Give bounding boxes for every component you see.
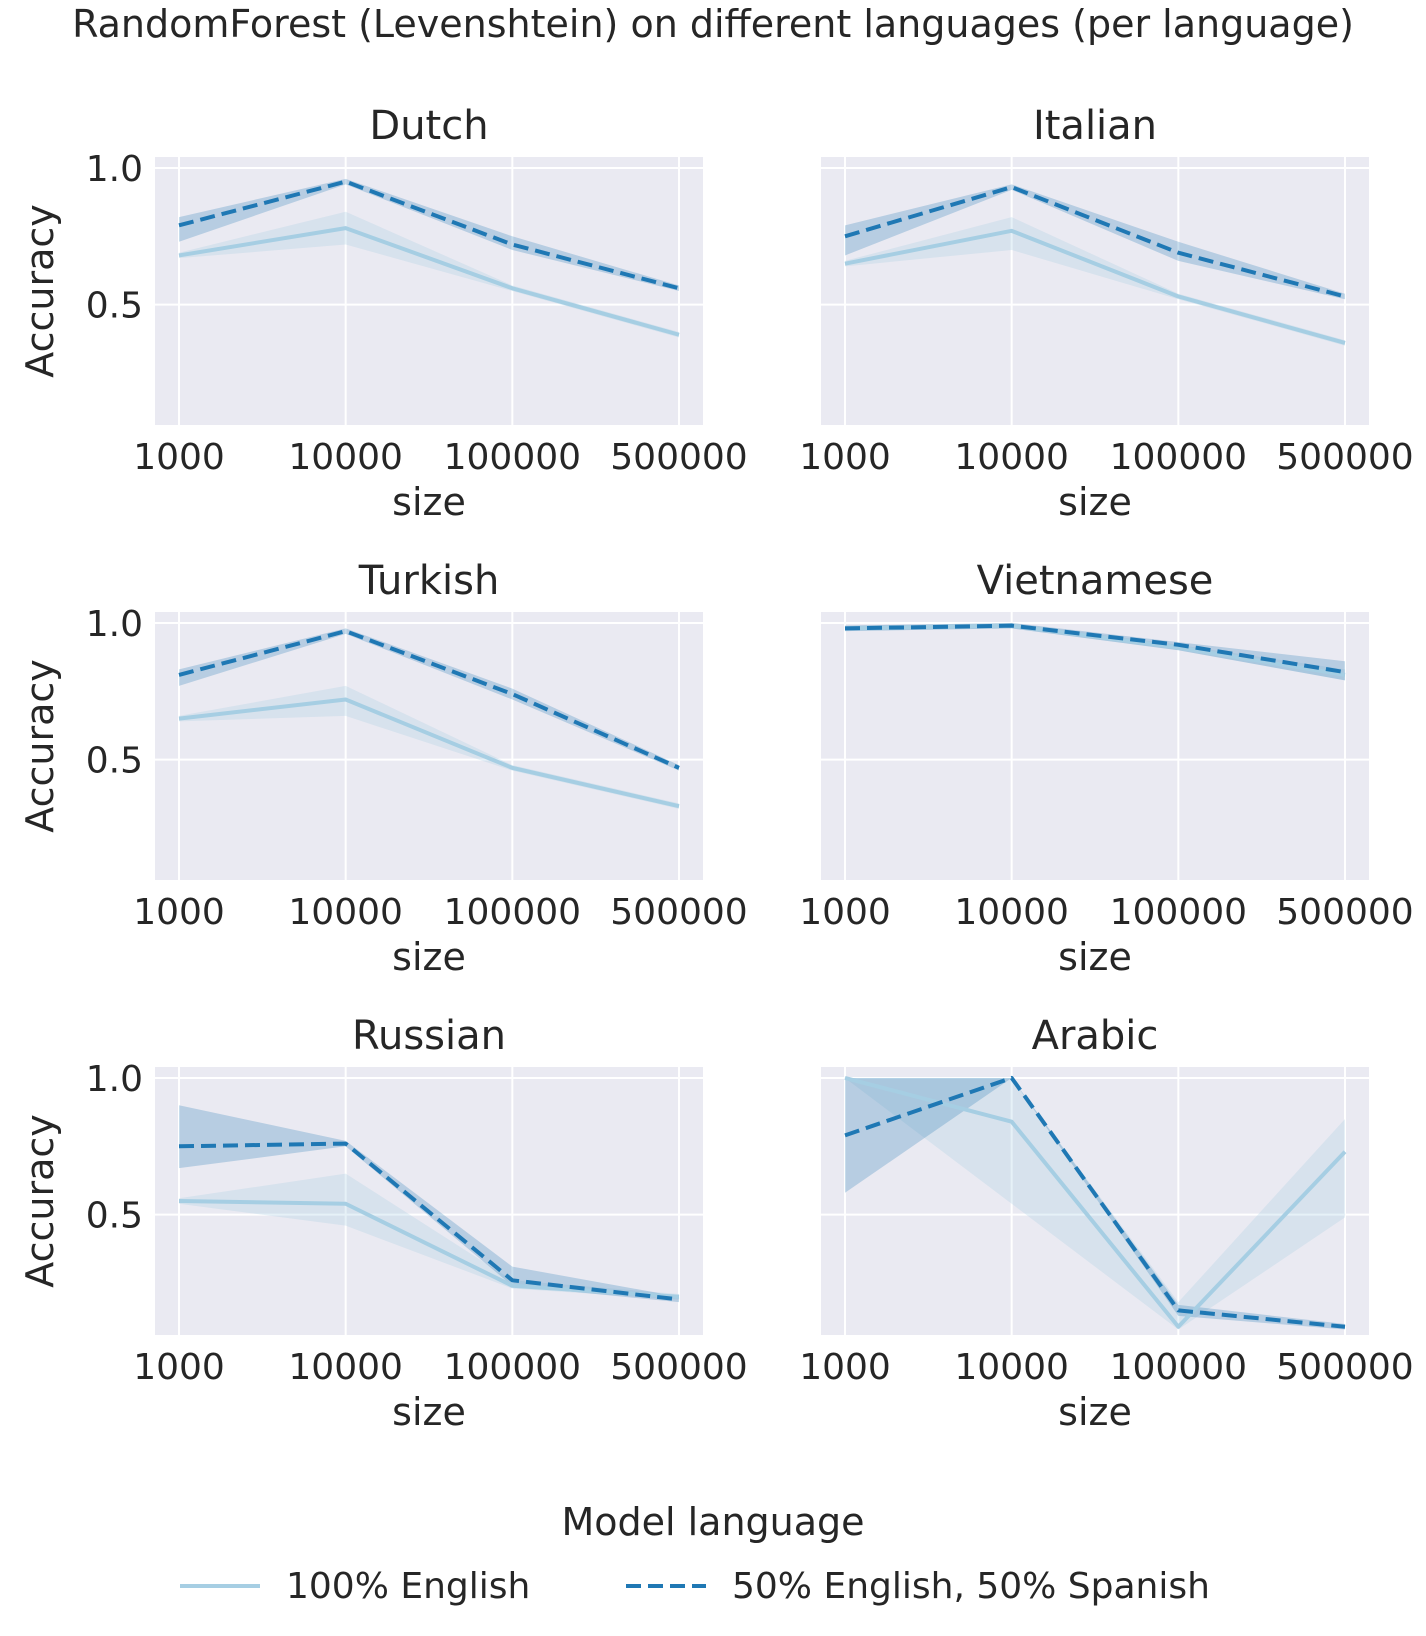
- legend-label-mixed: 50% English, 50% Spanish: [732, 1565, 1210, 1607]
- subplot-dutch: Dutch 1000 10000 100000 500000 size 0.5 1.0 Accu…: [18, 103, 748, 524]
- x-axis-label: size: [1058, 480, 1132, 524]
- x-tick-label: 10000: [954, 892, 1069, 933]
- x-tick-label: 1000: [133, 1347, 225, 1388]
- x-axis-label: size: [1058, 1390, 1132, 1434]
- x-tick-label: 1000: [799, 892, 891, 933]
- subplot-italian: Italian 1000 10000 100000 500000 size: [799, 103, 1414, 524]
- x-tick-label: 1000: [799, 1347, 891, 1388]
- ci-band-mixed: [179, 1105, 679, 1303]
- subplot-title: Arabic: [1032, 1013, 1159, 1059]
- y-tick-label: 1.0: [86, 604, 143, 645]
- x-tick-label: 500000: [610, 437, 747, 478]
- x-tick-label: 10000: [954, 1347, 1069, 1388]
- subplot-vietnamese: Vietnamese 1000 10000 100000 500000 size: [799, 558, 1414, 979]
- subplot-title: Italian: [1033, 103, 1157, 149]
- series-line-english: [178, 697, 680, 809]
- y-tick-label: 0.5: [86, 741, 143, 782]
- subplot-title: Turkish: [358, 558, 500, 604]
- x-tick-label: 100000: [1110, 892, 1247, 933]
- series-line-mixed: [178, 1141, 680, 1302]
- plot-area: [155, 612, 703, 880]
- series-line-mixed: [844, 1075, 1346, 1329]
- ci-band-english: [845, 1077, 1345, 1330]
- ci-band-mixed: [845, 184, 1345, 300]
- y-axis-label: Accuracy: [18, 1114, 62, 1288]
- ci-band-english: [179, 1173, 679, 1300]
- y-tick-label: 1.0: [86, 149, 143, 190]
- subplot-grid: Dutch 1000 10000 100000 500000 size 0.5 1.0 Accu…: [18, 103, 1414, 1434]
- x-tick-label: 500000: [610, 1347, 747, 1388]
- x-tick-label: 1000: [133, 892, 225, 933]
- legend-swatch-mixed: [626, 1584, 706, 1588]
- y-axis-label: Accuracy: [18, 659, 62, 833]
- ci-band-mixed: [845, 1077, 1345, 1330]
- subplot-title: Russian: [352, 1013, 506, 1059]
- legend-swatch-english: [180, 1584, 260, 1588]
- plot-area: [155, 157, 703, 425]
- x-tick-label: 1000: [799, 437, 891, 478]
- y-tick-label: 0.5: [86, 286, 143, 327]
- plot-area: [821, 157, 1369, 425]
- x-axis-label: size: [392, 935, 466, 979]
- plot-area: [821, 612, 1369, 880]
- y-tick-label: 1.0: [86, 1059, 143, 1100]
- figure-title: RandomForest (Levenshtein) on different …: [72, 2, 1354, 46]
- x-tick-label: 10000: [954, 437, 1069, 478]
- x-axis-label: size: [392, 480, 466, 524]
- subplot-arabic: Arabic 1000 10000 100000 500000 size: [799, 1013, 1414, 1434]
- x-tick-label: 10000: [288, 892, 403, 933]
- y-axis-label: Accuracy: [18, 204, 62, 378]
- series-line-mixed: [844, 623, 1346, 675]
- subplot-title: Vietnamese: [977, 558, 1214, 604]
- x-axis-label: size: [392, 1390, 466, 1434]
- subplot-turkish: Turkish 1000 10000 100000 500000 size 0.5 1.0 Ac…: [18, 558, 748, 979]
- subplot-title: Dutch: [369, 103, 488, 149]
- legend: 100% English 50% English, 50% Spanish: [0, 1558, 1426, 1614]
- legend-item-mixed: 50% English, 50% Spanish: [626, 1558, 1210, 1614]
- x-tick-label: 10000: [288, 437, 403, 478]
- subplot-russian: Russian 1000 10000 100000 500000 size 0.5 1.0 Ac…: [18, 1013, 748, 1434]
- x-tick-label: 100000: [1110, 437, 1247, 478]
- series-line-english: [844, 228, 1346, 345]
- x-tick-label: 10000: [288, 1347, 403, 1388]
- ci-band-english: [845, 217, 1345, 346]
- ci-band-english: [179, 211, 679, 338]
- x-tick-label: 500000: [1276, 437, 1413, 478]
- x-tick-label: 100000: [444, 892, 581, 933]
- series-line-english: [844, 1076, 1347, 1329]
- x-axis-label: size: [1058, 935, 1132, 979]
- series-line-english: [178, 226, 680, 337]
- x-tick-label: 1000: [133, 437, 225, 478]
- x-tick-label: 500000: [610, 892, 747, 933]
- legend-item-english: 100% English: [180, 1558, 530, 1614]
- x-tick-label: 100000: [444, 1347, 581, 1388]
- x-tick-label: 500000: [1276, 892, 1413, 933]
- y-tick-label: 0.5: [86, 1196, 143, 1237]
- x-tick-label: 500000: [1276, 1347, 1413, 1388]
- legend-label-english: 100% English: [286, 1565, 531, 1607]
- legend-title: Model language: [561, 1500, 865, 1544]
- x-tick-label: 100000: [444, 437, 581, 478]
- x-tick-label: 100000: [1110, 1347, 1247, 1388]
- series-line-mixed: [178, 629, 680, 770]
